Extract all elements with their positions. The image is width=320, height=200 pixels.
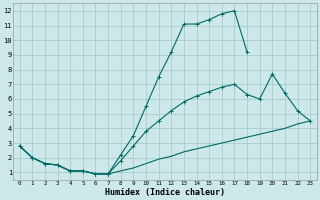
X-axis label: Humidex (Indice chaleur): Humidex (Indice chaleur) xyxy=(105,188,225,197)
